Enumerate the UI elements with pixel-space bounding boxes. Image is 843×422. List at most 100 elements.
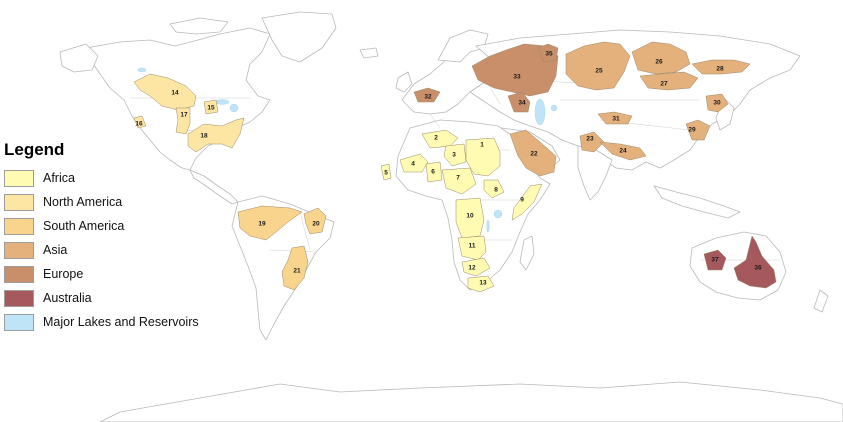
aquifer-25[interactable] <box>565 41 631 91</box>
aquifer-34[interactable] <box>507 91 531 113</box>
landmass-madagascar <box>519 235 535 271</box>
aquifer-19[interactable] <box>237 205 303 241</box>
legend-swatch-major-lakes <box>4 313 34 331</box>
landmass-new-zealand <box>813 289 829 313</box>
aquifer-36[interactable] <box>733 235 777 289</box>
aquifer-11[interactable] <box>457 235 487 261</box>
aquifer-shapes <box>133 41 777 293</box>
legend-swatch-europe <box>4 265 34 283</box>
legend-swatch-south-america <box>4 217 34 235</box>
landmass-southeast-asia-islands <box>653 185 741 219</box>
aquifer-label-11: 11 <box>469 243 476 250</box>
legend-label-major-lakes: Major Lakes and Reservoirs <box>43 315 199 329</box>
aquifer-label-30: 30 <box>713 100 721 107</box>
aquifer-13[interactable] <box>467 275 495 293</box>
aquifer-3[interactable] <box>443 143 467 167</box>
aquifer-label-7: 7 <box>456 175 460 182</box>
landmass-scandinavia <box>437 29 489 63</box>
aquifer-24[interactable] <box>599 141 647 161</box>
aquifer-6[interactable] <box>425 161 443 183</box>
aquifer-26[interactable] <box>631 41 691 75</box>
aquifer-30[interactable] <box>705 93 729 113</box>
legend-label-asia: Asia <box>43 243 68 257</box>
aquifer-7[interactable] <box>441 167 477 195</box>
legend-label-europe: Europe <box>43 267 84 281</box>
aquifer-4[interactable] <box>399 153 429 173</box>
aquifer-23[interactable] <box>579 131 605 153</box>
aquifer-21[interactable] <box>281 245 309 291</box>
aquifer-label-12: 12 <box>468 265 476 272</box>
landmass-japan <box>715 97 735 131</box>
aquifer-label-4: 4 <box>411 161 415 168</box>
aquifer-14[interactable] <box>133 73 197 111</box>
aquifer-1[interactable] <box>465 137 501 177</box>
legend-swatch-north-america <box>4 193 34 211</box>
landmass-india <box>577 145 613 201</box>
aquifer-label-13: 13 <box>479 280 487 287</box>
aquifer-label-10: 10 <box>466 213 474 220</box>
aquifer-label-23: 23 <box>586 136 594 143</box>
aquifer-2[interactable] <box>421 129 459 149</box>
landmass-british-isles <box>395 71 413 93</box>
aquifer-37[interactable] <box>703 249 727 271</box>
aquifer-label-21: 21 <box>293 268 301 275</box>
aquifer-10[interactable] <box>455 197 485 239</box>
aquifer-27[interactable] <box>639 71 699 91</box>
lake-great-lakes-michigan-huron <box>229 103 239 113</box>
legend-label-africa: Africa <box>43 171 75 185</box>
aquifer-label-14: 14 <box>171 90 179 97</box>
aquifer-label-34: 34 <box>518 100 526 107</box>
aquifer-label-6: 6 <box>431 169 435 176</box>
aquifer-label-2: 2 <box>434 135 438 142</box>
legend-label-south-america: South America <box>43 219 125 233</box>
aquifer-18[interactable] <box>187 117 245 153</box>
legend-item-africa: Africa <box>4 166 214 190</box>
legend-swatch-asia <box>4 241 34 259</box>
aquifer-33[interactable] <box>471 43 559 97</box>
aquifer-label-20: 20 <box>312 221 320 228</box>
aquifer-9[interactable] <box>511 183 543 221</box>
aquifer-label-25: 25 <box>595 68 603 75</box>
landmass-alaska <box>59 43 99 73</box>
legend-item-north-america: North America <box>4 190 214 214</box>
landmass-central-america <box>189 169 239 205</box>
legend-item-australia: Australia <box>4 286 214 310</box>
aquifer-label-27: 27 <box>660 81 668 88</box>
legend-item-europe: Europe <box>4 262 214 286</box>
aquifer-label-31: 31 <box>612 116 620 123</box>
aquifer-29[interactable] <box>685 119 711 141</box>
aquifer-32[interactable] <box>413 87 441 103</box>
aquifer-28[interactable] <box>691 59 751 75</box>
legend-label-north-america: North America <box>43 195 123 209</box>
aquifer-label-9: 9 <box>520 197 524 204</box>
landmass-iceland <box>359 47 379 59</box>
aquifer-label-1: 1 <box>480 142 484 149</box>
aquifer-label-32: 32 <box>424 94 432 101</box>
legend-swatch-africa <box>4 169 34 187</box>
aquifer-label-29: 29 <box>688 127 696 134</box>
lake-tanganyika <box>486 219 490 233</box>
legend-item-major-lakes: Major Lakes and Reservoirs <box>4 310 214 334</box>
aquifer-22[interactable] <box>509 129 557 177</box>
aquifer-label-28: 28 <box>716 66 724 73</box>
aquifer-15[interactable] <box>203 99 219 115</box>
aquifer-35[interactable] <box>537 43 559 63</box>
legend-label-australia: Australia <box>43 291 92 305</box>
aquifer-label-22: 22 <box>530 151 538 158</box>
lake-great-lakes-superior <box>214 99 230 105</box>
legend-title: Legend <box>4 140 65 159</box>
aquifer-labels: 1 2 3 4 5 6 7 8 9 10 11 12 13 14 15 16 1… <box>135 51 762 287</box>
legend-swatch-australia <box>4 289 34 307</box>
aquifer-label-17: 17 <box>180 112 188 119</box>
aquifer-label-33: 33 <box>513 74 521 81</box>
landmass-greenland <box>261 11 337 63</box>
aquifer-5[interactable] <box>380 163 392 181</box>
aquifer-16[interactable] <box>133 115 147 129</box>
aquifer-20[interactable] <box>303 207 327 235</box>
aquifer-label-3: 3 <box>452 152 456 159</box>
aquifer-31[interactable] <box>597 111 633 125</box>
aquifer-label-18: 18 <box>200 133 208 140</box>
aquifer-17[interactable] <box>175 107 191 135</box>
aquifer-12[interactable] <box>461 257 491 277</box>
aquifer-8[interactable] <box>483 179 505 199</box>
